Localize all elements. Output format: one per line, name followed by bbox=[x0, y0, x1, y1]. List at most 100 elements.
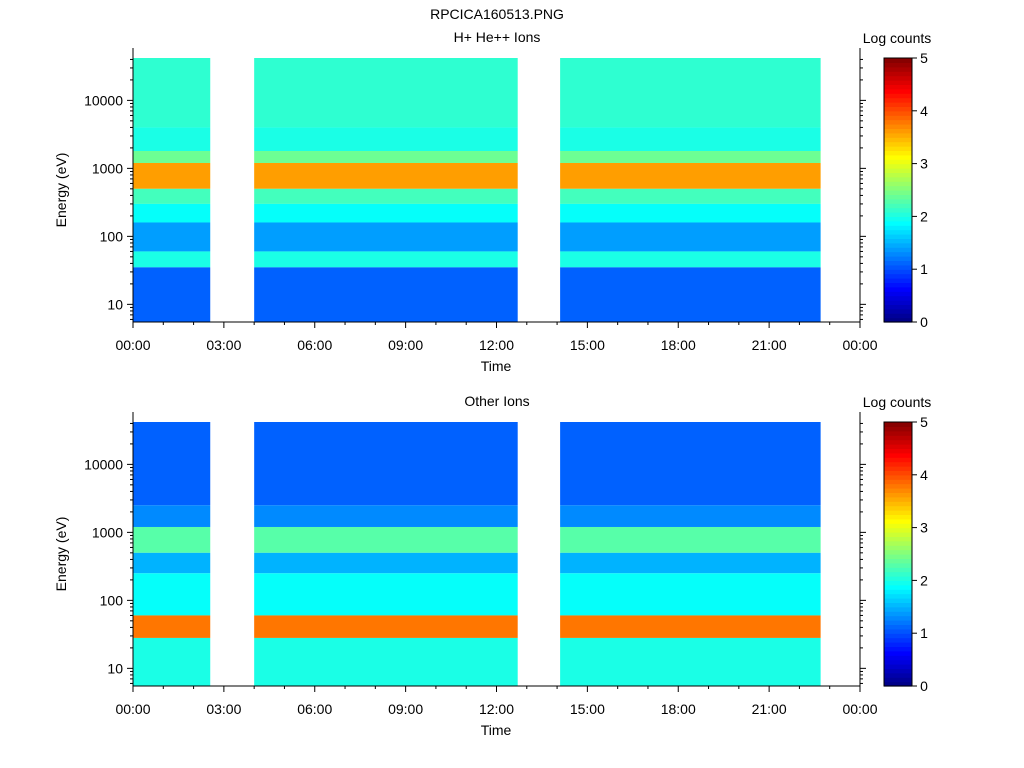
panel-h-he-ions: H+ He++ Ions 00:00 03:00 06:00 09:00 12:00 15… bbox=[53, 29, 931, 374]
colorbar-segment bbox=[884, 181, 912, 187]
x-tick-label: 00:00 bbox=[115, 337, 150, 353]
colorbar-segment bbox=[884, 190, 912, 195]
colorbar-segment bbox=[884, 545, 912, 551]
heatmap-band-4 bbox=[133, 188, 860, 204]
colorbar-segment bbox=[884, 102, 912, 107]
colorbar-segment bbox=[884, 474, 912, 480]
x-tick-label: 18:00 bbox=[661, 337, 696, 353]
y-tick-label: 10000 bbox=[84, 92, 123, 108]
colorbar-segment bbox=[884, 128, 912, 134]
colorbar-tick-label: 5 bbox=[920, 50, 928, 66]
colorbar-tick-label: 4 bbox=[920, 103, 928, 119]
y-tick-label: 10 bbox=[107, 660, 123, 676]
colorbar-segment bbox=[884, 677, 912, 683]
x-tick-label: 09:00 bbox=[388, 337, 423, 353]
colorbar-segment bbox=[884, 606, 912, 612]
colorbar-segment bbox=[884, 492, 912, 498]
colorbar-segment bbox=[884, 84, 912, 90]
colorbar-segment bbox=[884, 137, 912, 143]
colorbar-segment bbox=[884, 66, 912, 72]
colorbar-segment bbox=[884, 558, 912, 564]
colorbar-segment bbox=[884, 580, 912, 586]
heatmap-band-3 bbox=[133, 552, 860, 574]
colorbar-segment bbox=[884, 260, 912, 266]
data-gap-2 bbox=[820, 422, 860, 686]
colorbar-segment bbox=[884, 146, 912, 151]
colorbar-segment bbox=[884, 300, 912, 305]
colorbar-segment bbox=[884, 234, 912, 239]
colorbar-segment bbox=[884, 523, 912, 529]
colorbar-segment bbox=[884, 238, 912, 244]
data-gap-0 bbox=[210, 422, 255, 686]
x-tick-label: 15:00 bbox=[570, 701, 605, 717]
colorbar-segment bbox=[884, 444, 912, 449]
colorbar-segment bbox=[884, 664, 912, 669]
data-gap-2 bbox=[820, 58, 860, 322]
x-tick-label: 21:00 bbox=[752, 701, 787, 717]
panel-other-ions: Other Ions 00:00 03:00 06:00 09:00 12:00 15:0… bbox=[53, 393, 931, 738]
x-tick-label: 00:00 bbox=[115, 701, 150, 717]
colorbar-segment bbox=[884, 313, 912, 319]
colorbar-segment bbox=[884, 620, 912, 625]
colorbar-segment bbox=[884, 562, 912, 568]
colorbar-segment bbox=[884, 668, 912, 674]
x-tick-label: 12:00 bbox=[479, 337, 514, 353]
colorbar-tick-label: 4 bbox=[920, 467, 928, 483]
plot-axes: 00:00 03:00 06:00 09:00 12:00 15:00 18:00 21:00… bbox=[84, 412, 878, 717]
colorbar-segment bbox=[884, 242, 912, 248]
colorbar-segment bbox=[884, 430, 912, 436]
y-axis-label: Energy (eV) bbox=[53, 517, 69, 592]
colorbar-segment bbox=[884, 317, 912, 323]
colorbar-tick-label: 0 bbox=[920, 678, 928, 694]
heatmap-band-6 bbox=[133, 637, 860, 686]
colorbar-segment bbox=[884, 488, 912, 493]
colorbar-segment bbox=[884, 256, 912, 261]
colorbar-segment bbox=[884, 642, 912, 647]
colorbar-segment bbox=[884, 119, 912, 125]
colorbar-segment bbox=[884, 282, 912, 288]
colorbar-tick-label: 3 bbox=[920, 156, 928, 172]
heatmap-band-4 bbox=[133, 573, 860, 616]
colorbar-segment bbox=[884, 106, 912, 112]
y-axis-label: Energy (eV) bbox=[53, 153, 69, 228]
colorbar-segment bbox=[884, 168, 912, 173]
heatmap-band-7 bbox=[133, 251, 860, 268]
colorbar-segment bbox=[884, 58, 912, 63]
colorbar-frame bbox=[883, 57, 913, 323]
colorbar-segment bbox=[884, 176, 912, 182]
page-title: RPCICA160513.PNG bbox=[430, 6, 564, 22]
panel-title: H+ He++ Ions bbox=[454, 29, 541, 45]
colorbar-segment bbox=[884, 159, 912, 165]
colorbar-segment bbox=[884, 628, 912, 634]
colorbar-segment bbox=[884, 264, 912, 270]
heatmap-band-0 bbox=[133, 58, 860, 128]
colorbar-segment bbox=[884, 194, 912, 200]
heatmap-band-6 bbox=[133, 222, 860, 252]
colorbar-segment bbox=[884, 589, 912, 595]
heatmap-band-8 bbox=[133, 267, 860, 322]
plot-axes: 00:00 03:00 06:00 09:00 12:00 15:00 18:00 21:00… bbox=[84, 48, 878, 353]
colorbar-segment bbox=[884, 207, 912, 213]
data-gap-1 bbox=[517, 58, 561, 322]
heatmap-area bbox=[133, 58, 860, 322]
colorbar-segment bbox=[884, 110, 912, 116]
heatmap-band-1 bbox=[133, 526, 860, 553]
x-axis-label: Time bbox=[481, 722, 512, 738]
colorbar-segment bbox=[884, 624, 912, 630]
colorbar-segment bbox=[884, 659, 912, 665]
colorbar-segment bbox=[884, 466, 912, 471]
y-tick-label: 100 bbox=[100, 592, 124, 608]
colorbar-segment bbox=[884, 510, 912, 515]
colorbar-segment bbox=[884, 470, 912, 476]
colorbar-segment bbox=[884, 141, 912, 147]
x-tick-label: 12:00 bbox=[479, 701, 514, 717]
colorbar-segment bbox=[884, 439, 912, 445]
colorbar-segment bbox=[884, 308, 912, 314]
colorbar-segment bbox=[884, 62, 912, 68]
heatmap-area bbox=[133, 422, 860, 686]
colorbar-segment bbox=[884, 536, 912, 542]
colorbar-segment bbox=[884, 567, 912, 573]
colorbar-segment bbox=[884, 672, 912, 678]
colorbar-segment bbox=[884, 247, 912, 253]
colorbar-segment bbox=[884, 75, 912, 81]
